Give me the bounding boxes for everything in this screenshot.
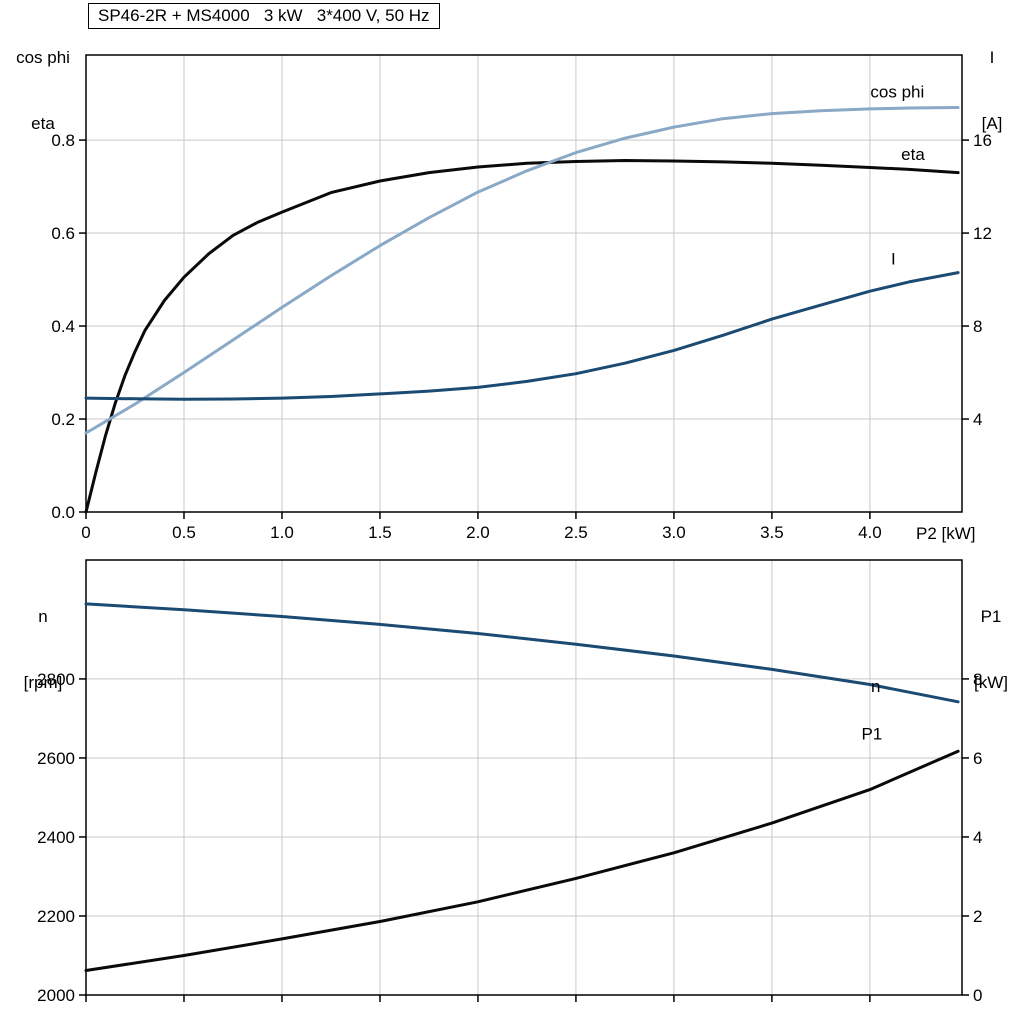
right-tick-label: 4 — [973, 410, 982, 429]
right-tick-label: 6 — [973, 749, 982, 768]
bottom-right-axis-label: P1 [kW] — [960, 562, 1022, 738]
x-tick-label: 1.0 — [270, 523, 294, 542]
tick-labels: 0.0 0.2 0.4 0.6 0.8 4 8 12 16 0 0.5 1.0 1.5 2.0 2.5 3.0… — [51, 131, 992, 542]
series-I — [84, 271, 960, 401]
series-label-P1: P1 — [861, 724, 882, 743]
x-tick-label: 4.0 — [858, 523, 882, 542]
top-chart: 0.0 0.2 0.4 0.6 0.8 4 8 12 16 0 0.5 1.0 1.5 2.0 2.5 3.0… — [51, 54, 992, 542]
right-tick-label: 0 — [973, 986, 982, 1005]
x-axis-label: P2 [kW] — [916, 524, 976, 543]
left-tick-label: 0.4 — [51, 317, 75, 336]
left-tick-label: 0.2 — [51, 410, 75, 429]
series-P1 — [84, 749, 960, 972]
speed-axis-label: n — [38, 607, 48, 626]
right-tick-label: 16 — [973, 131, 992, 150]
x-tick-label: 0 — [81, 523, 90, 542]
series-eta — [84, 159, 960, 514]
series-label-I: I — [891, 250, 896, 269]
plot-frame — [85, 559, 963, 996]
x-tick-label: 3.0 — [662, 523, 686, 542]
left-tick-label: 2000 — [37, 986, 75, 1005]
series-label-n: n — [871, 677, 880, 696]
tick-labels: 2000 2200 2400 2600 2800 0 2 4 6 8 — [37, 670, 982, 1005]
p1-axis-unit: [kW] — [974, 673, 1008, 692]
cos-phi-axis-label: cos phi — [16, 48, 70, 67]
series-label-cos-phi: cos phi — [870, 82, 924, 101]
top-left-axis-label: cos phi eta — [2, 3, 84, 179]
top-right-axis-label: I [A] — [964, 3, 1020, 179]
left-tick-label: 0.6 — [51, 224, 75, 243]
right-tick-label: 2 — [973, 907, 982, 926]
right-tick-label: 8 — [973, 317, 982, 336]
eta-axis-label: eta — [31, 114, 55, 133]
tick-marks — [79, 678, 969, 1002]
gridlines — [86, 560, 962, 995]
series-cos-phi — [84, 106, 960, 435]
left-tick-label: 0.0 — [51, 503, 75, 522]
tick-marks — [79, 139, 969, 519]
series-label-eta: eta — [901, 145, 925, 164]
bottom-left-axis-label: n [rpm] — [2, 562, 84, 738]
bottom-chart: 2000 2200 2400 2600 2800 0 2 4 6 8 n P1 — [37, 559, 982, 1005]
x-tick-label: 0.5 — [172, 523, 196, 542]
left-tick-label: 2800 — [37, 670, 75, 689]
left-tick-label: 2200 — [37, 907, 75, 926]
speed-axis-unit: [rpm] — [23, 673, 63, 692]
current-axis-label: I — [989, 48, 995, 67]
left-tick-label: 2600 — [37, 749, 75, 768]
right-tick-label: 4 — [973, 828, 982, 847]
plot-frame — [85, 54, 963, 513]
right-tick-label: 12 — [973, 224, 992, 243]
chart-title-box: SP46-2R + MS4000 3 kW 3*400 V, 50 Hz — [88, 3, 440, 29]
current-axis-unit: [A] — [981, 114, 1003, 133]
series-n — [84, 602, 960, 704]
x-tick-label: 1.5 — [368, 523, 392, 542]
x-tick-label: 3.5 — [760, 523, 784, 542]
x-tick-label: 2.5 — [564, 523, 588, 542]
left-tick-label: 2400 — [37, 828, 75, 847]
right-tick-label: 8 — [973, 670, 982, 689]
p1-axis-label: P1 — [980, 607, 1002, 626]
gridlines — [86, 55, 962, 512]
x-tick-label: 2.0 — [466, 523, 490, 542]
left-tick-label: 0.8 — [51, 131, 75, 150]
